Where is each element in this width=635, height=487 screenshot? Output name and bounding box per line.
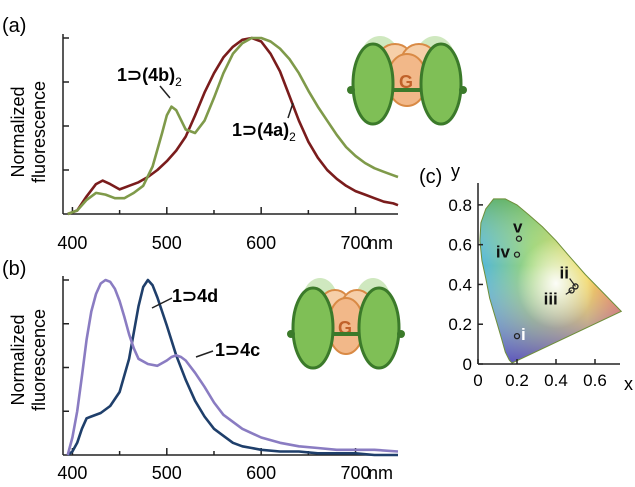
cie-point-ii (572, 283, 579, 290)
x-tick-label: 0.4 (544, 371, 568, 390)
panel-b: (b) Normalized fluorescence 400 500 600 700… (2, 258, 399, 483)
panel-c-axes (477, 183, 620, 365)
panel-a-ylabel-line1: Normalized (8, 86, 28, 177)
panel-c-xlabel: x (624, 374, 633, 394)
y-tick-label: 0 (463, 355, 472, 374)
cie-point-label-iii: iii (544, 289, 558, 308)
panel-c: (c) y x 00.20.40.60.80 0.2 0.4 0.6 iiiiiiiv… (419, 161, 633, 394)
leader-line-iii (565, 289, 572, 295)
guest-label-a: G (399, 72, 413, 92)
cie-gamut (479, 198, 623, 364)
capsule-illustration-b: G (287, 278, 405, 370)
panel-c-ylabel: y (451, 161, 460, 181)
leader-line-4c (195, 350, 214, 358)
panel-b-ylabel-line2: fluorescence (29, 309, 49, 411)
panel-a-x-ticks: 400 500 600 700 (57, 233, 370, 253)
leader-line-4a (287, 102, 294, 119)
panel-b-label: (b) (2, 258, 26, 280)
cie-outline (479, 198, 623, 364)
panel-a-x-unit: nm (368, 233, 393, 253)
cie-point-label-iv: iv (496, 243, 511, 262)
series-label-4a: 1⊃(4a)2 (232, 120, 296, 144)
cie-point-iv (513, 251, 521, 258)
panel-a-ylabel-line2: fluorescence (29, 81, 49, 183)
leader-line-4d (151, 297, 173, 309)
x-tick-label: 0 (473, 371, 482, 390)
x-tick-label: 600 (246, 233, 276, 253)
panel-a-series (67, 36, 399, 216)
panel-a-axes (62, 34, 398, 215)
leader-line-ii (569, 278, 576, 287)
capsule-illustration-a: G (347, 36, 467, 126)
x-tick-label: 700 (341, 463, 371, 483)
panel-b-series (66, 278, 399, 457)
x-tick-label: 0.2 (505, 371, 529, 390)
x-tick-label: 500 (152, 463, 182, 483)
leader-line-4b (159, 85, 171, 99)
series-line-0 (66, 278, 398, 457)
series-label-4c: 1⊃4c (215, 340, 260, 360)
panel-c-label: (c) (419, 166, 442, 188)
series-label-4d: 1⊃4d (172, 286, 218, 306)
y-tick-label: 0.6 (448, 236, 472, 255)
series-line-1 (67, 36, 399, 216)
x-tick-label: 700 (341, 233, 371, 253)
panel-b-ylabel-line1: Normalized (8, 314, 28, 405)
x-tick-label: 400 (57, 233, 87, 253)
x-tick-label: 0.6 (583, 371, 607, 390)
series-label-4b: 1⊃(4b)2 (117, 65, 182, 89)
y-tick-label: 0.4 (448, 275, 472, 294)
x-tick-label: 400 (57, 463, 87, 483)
x-tick-label: 500 (152, 233, 182, 253)
series-line-1 (66, 278, 399, 456)
cie-point-v (515, 235, 523, 242)
y-tick-label: 0.8 (448, 196, 472, 215)
cie-point-label-i: i (521, 325, 526, 344)
panel-c-ticks: 0 0.2 0.4 0.6 0.8 0 0.2 0.4 0.6 (448, 196, 606, 390)
series-line-0 (67, 36, 399, 216)
x-tick-label: 600 (246, 463, 276, 483)
panel-a: (a) Normalized fluorescence 400 500 600 700… (2, 15, 399, 253)
cie-point-iii (568, 287, 575, 294)
y-tick-label: 0.2 (448, 315, 472, 334)
cie-point-label-ii: ii (560, 263, 569, 282)
panel-b-x-ticks: 400 500 600 700 (57, 463, 370, 483)
cie-point-label-v: v (513, 218, 523, 237)
cie-point-i (513, 333, 521, 340)
panel-a-label: (a) (2, 15, 26, 37)
panel-b-x-unit: nm (368, 463, 393, 483)
